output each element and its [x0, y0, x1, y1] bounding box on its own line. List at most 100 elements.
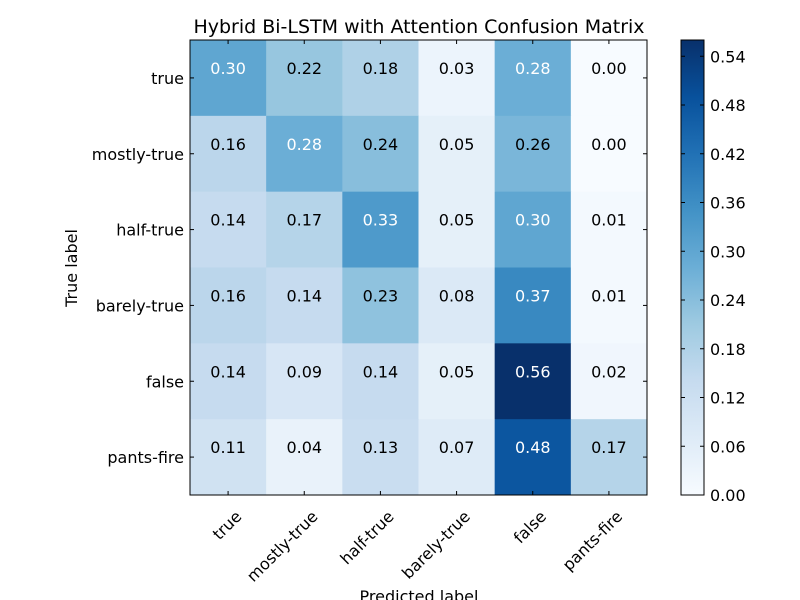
cell-value-label: 0.00 — [591, 59, 627, 78]
heatmap-cell — [342, 343, 419, 420]
heatmap-cell — [570, 343, 648, 420]
cell-value-label: 0.14 — [363, 362, 399, 381]
colorbar-tick-label: 0.30 — [710, 242, 746, 261]
x-tick-label: pants-fire — [559, 507, 627, 575]
x-axis-label: Predicted label — [360, 587, 479, 600]
heatmap-cell — [190, 40, 267, 117]
cell-value-label: 0.22 — [286, 59, 322, 78]
colorbar-tick-label: 0.24 — [710, 291, 746, 310]
cell-value-label: 0.09 — [286, 362, 322, 381]
y-tick-label: half-true — [116, 221, 184, 240]
colorbar-tick-label: 0.42 — [710, 145, 746, 164]
cell-value-label: 0.37 — [515, 286, 551, 305]
heatmap-cell — [494, 419, 572, 496]
heatmap-cell — [342, 115, 419, 193]
heatmap-cell — [190, 115, 267, 193]
colorbar-ticks: 0.00 0.06 0.12 0.18 0.24 0.30 0.36 0.42 0.48 0.54 — [681, 47, 746, 505]
cell-value-label: 0.17 — [286, 211, 322, 230]
cell-value-label: 0.26 — [515, 135, 551, 154]
heatmap-cell — [266, 115, 343, 193]
heatmap-cell — [342, 419, 419, 496]
cell-value-label: 0.14 — [210, 211, 246, 230]
y-tick-label: true — [151, 69, 184, 88]
heatmap-cell — [266, 343, 343, 420]
heatmap-cell — [342, 40, 419, 117]
y-tick-label: mostly-true — [92, 145, 184, 164]
heatmap-cell — [342, 191, 419, 268]
x-tick-label: true — [209, 507, 246, 544]
heatmap-cell — [570, 40, 648, 117]
y-tick-label: pants-fire — [107, 448, 184, 467]
cell-value-label: 0.07 — [439, 438, 475, 457]
heatmap-cell — [190, 191, 267, 268]
colorbar-tick-label: 0.18 — [710, 340, 746, 359]
cell-value-label: 0.04 — [286, 438, 322, 457]
heatmap-cell — [418, 40, 496, 117]
cell-value-label: 0.28 — [286, 135, 322, 154]
colorbar-tick-label: 0.12 — [710, 389, 746, 408]
heatmap-cell — [418, 343, 496, 420]
colorbar-tick-label: 0.06 — [710, 437, 746, 456]
colorbar-tick-label: 0.54 — [710, 47, 746, 66]
heatmap-cell — [418, 267, 496, 344]
cell-value-label: 0.01 — [591, 286, 627, 305]
heatmap-cells — [190, 40, 648, 496]
cell-value-label: 0.05 — [439, 211, 475, 230]
cell-value-label: 0.17 — [591, 438, 627, 457]
colorbar-tick-label: 0.00 — [710, 486, 746, 505]
colorbar-tick-label: 0.48 — [710, 96, 746, 115]
cell-value-label: 0.48 — [515, 438, 551, 457]
heatmap-cell — [494, 343, 572, 420]
cell-value-label: 0.03 — [439, 59, 475, 78]
x-tick-label: false — [510, 507, 550, 547]
y-tick-label: false — [146, 372, 184, 391]
y-tick-label: barely-true — [96, 296, 184, 315]
cell-value-label: 0.00 — [591, 135, 627, 154]
y-axis-label: True label — [62, 229, 81, 308]
cell-value-label: 0.14 — [210, 362, 246, 381]
x-tick-label: barely-true — [398, 507, 474, 583]
cell-value-label: 0.24 — [363, 135, 399, 154]
cell-value-label: 0.08 — [439, 286, 475, 305]
heatmap-cell — [190, 419, 267, 496]
y-tick-labels: true mostly-true half-true barely-true false… — [92, 69, 184, 467]
heatmap-cell — [570, 419, 648, 496]
cell-value-label: 0.33 — [363, 211, 399, 230]
cell-value-label: 0.18 — [363, 59, 399, 78]
axis-ticks — [190, 40, 647, 495]
cell-value-label: 0.30 — [515, 211, 551, 230]
heatmap-cell — [570, 267, 648, 344]
heatmap-cell — [494, 115, 572, 193]
colorbar — [680, 39, 705, 496]
heatmap-cell — [342, 267, 419, 344]
heatmap-cell — [190, 267, 267, 344]
cell-value-label: 0.13 — [363, 438, 399, 457]
cell-value-label: 0.30 — [210, 59, 246, 78]
heatmap-cell — [494, 267, 572, 344]
heatmap-cell — [418, 115, 496, 193]
heatmap-cell — [418, 419, 496, 496]
cell-value-label: 0.01 — [591, 211, 627, 230]
cell-value-label: 0.02 — [591, 362, 627, 381]
cell-value-label: 0.56 — [515, 362, 551, 381]
cell-value-label: 0.16 — [210, 286, 246, 305]
cell-value-label: 0.28 — [515, 59, 551, 78]
cell-value-label: 0.05 — [439, 362, 475, 381]
chart-title: Hybrid Bi-LSTM with Attention Confusion … — [193, 16, 644, 38]
cell-value-label: 0.23 — [363, 286, 399, 305]
x-tick-label: mostly-true — [243, 507, 322, 586]
heatmap-cell — [494, 40, 572, 117]
heatmap-cell — [494, 191, 572, 268]
plot-frame — [189, 39, 648, 496]
cell-value-label: 0.11 — [210, 438, 246, 457]
heatmap-cell — [190, 343, 267, 420]
cell-value-label: 0.16 — [210, 135, 246, 154]
cell-value-labels: 0.30 0.22 0.18 0.03 0.28 0.00 0.16 0.28 0.24 0.05… — [210, 59, 626, 457]
heatmap-cell — [266, 267, 343, 344]
x-tick-label: half-true — [336, 507, 397, 568]
heatmap-cell — [266, 40, 343, 117]
heatmap-cell — [570, 115, 648, 193]
heatmap-cell — [266, 419, 343, 496]
